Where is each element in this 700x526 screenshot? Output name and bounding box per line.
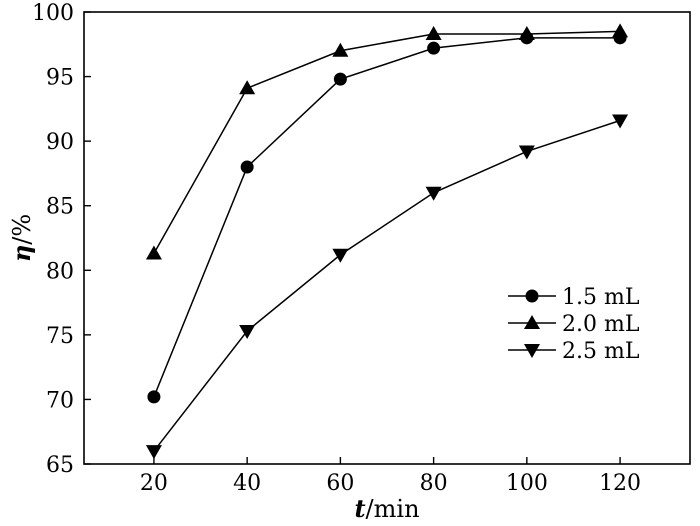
series-3 (145, 114, 629, 460)
y-tick-label: 75 (46, 324, 74, 349)
data-point (518, 145, 535, 160)
y-axis-label: η/% (7, 214, 36, 262)
data-point (239, 80, 256, 95)
legend-label: 2.0 mL (562, 312, 640, 337)
x-tick-label: 40 (233, 471, 261, 496)
y-axis-ticks: 65 70 75 80 85 90 95 100 (32, 1, 91, 478)
plot-frame (83, 11, 691, 465)
legend-marker (524, 315, 540, 329)
y-tick-label: 85 (46, 195, 74, 220)
x-tick-label: 100 (506, 471, 548, 496)
data-point (612, 114, 629, 129)
series-layer (145, 23, 629, 460)
y-tick-label: 70 (46, 388, 74, 413)
data-point (425, 25, 442, 40)
x-axis-label: t/min (354, 494, 419, 523)
legend-entry: 1.5 mL (508, 285, 640, 310)
data-point (332, 42, 349, 57)
x-tick-label: 60 (326, 471, 354, 496)
legend-entry: 2.0 mL (508, 312, 640, 337)
x-axis-unit: /min (366, 495, 420, 523)
y-tick-label: 90 (46, 130, 74, 155)
y-tick-label: 65 (46, 453, 74, 478)
data-point (332, 248, 349, 263)
data-point (239, 324, 256, 339)
data-point (147, 390, 161, 404)
series-line (153, 30, 621, 254)
data-point (518, 25, 535, 40)
legend: 1.5 mL2.0 mL2.5 mL (508, 285, 640, 364)
series-line (153, 37, 621, 398)
x-tick-label: 80 (420, 471, 448, 496)
data-point (425, 186, 442, 201)
legend-marker (525, 289, 539, 303)
data-point (145, 245, 162, 260)
legend-label: 1.5 mL (562, 285, 640, 310)
y-axis-symbol: η (7, 245, 36, 262)
series-2 (145, 23, 629, 260)
legend-entry: 2.5 mL (508, 339, 640, 364)
y-tick-label: 100 (32, 1, 74, 26)
series-line (153, 119, 621, 452)
data-point (333, 72, 347, 86)
data-point (145, 445, 162, 460)
data-point (612, 23, 629, 38)
y-tick-label: 95 (46, 66, 74, 91)
data-point (427, 41, 441, 55)
x-tick-label: 120 (599, 471, 641, 496)
y-axis-unit: /% (8, 214, 36, 245)
x-axis-ticks: 20 40 60 80 100 120 (140, 457, 641, 496)
legend-label: 2.5 mL (562, 339, 640, 364)
legend-marker (524, 344, 540, 358)
data-point (240, 160, 254, 174)
series-1 (147, 31, 627, 404)
y-tick-label: 80 (46, 259, 74, 284)
x-axis-symbol: t (354, 494, 365, 523)
x-tick-label: 20 (140, 471, 168, 496)
